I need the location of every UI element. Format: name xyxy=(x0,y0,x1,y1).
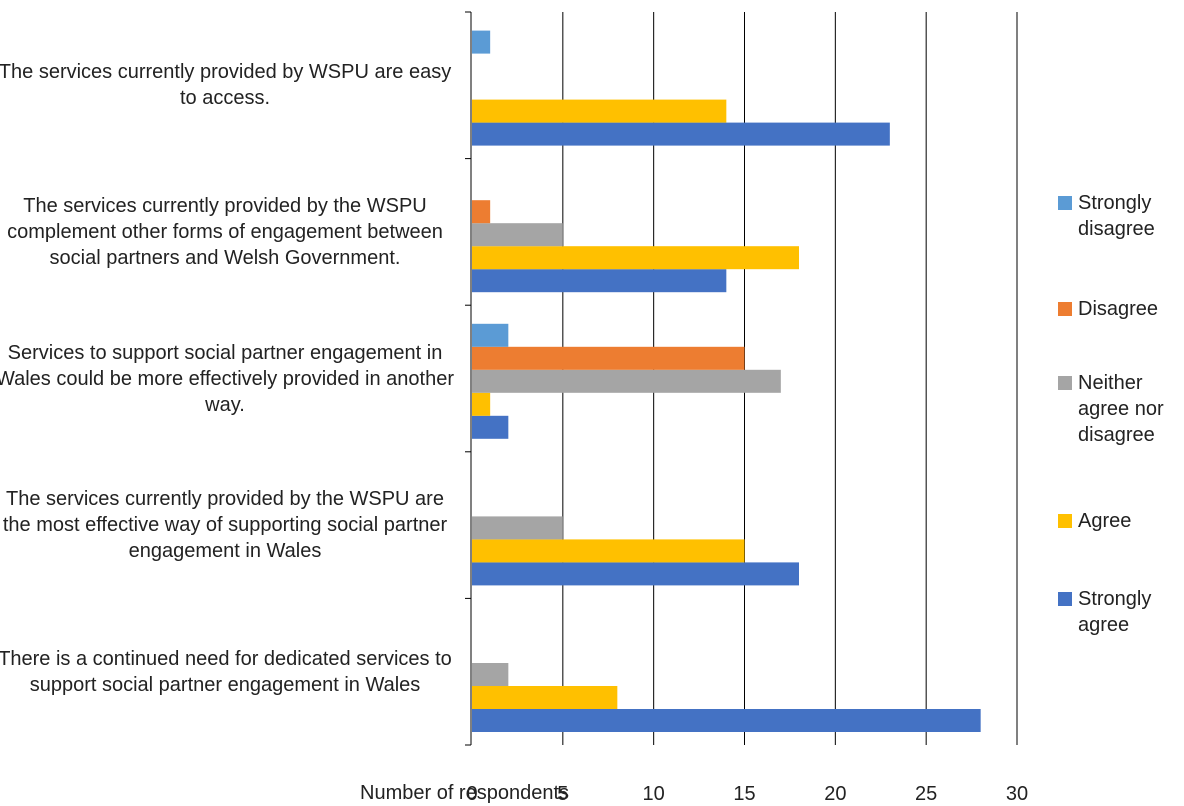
legend-label: Neither agree nor disagree xyxy=(1078,372,1164,446)
legend-swatch xyxy=(1058,196,1072,210)
bar xyxy=(472,415,509,439)
category-axis xyxy=(465,11,472,746)
x-tick-label: 30 xyxy=(1006,783,1028,805)
category-label: There is a continued need for dedicated … xyxy=(0,647,452,696)
x-axis-title: Number of respondents xyxy=(360,782,570,804)
x-tick-label: 25 xyxy=(915,783,937,805)
legend-label: Agree xyxy=(1078,510,1132,532)
legend-label: Disagree xyxy=(1078,298,1159,320)
bar xyxy=(472,122,890,146)
legend-swatch xyxy=(1058,376,1072,390)
bar xyxy=(472,99,727,123)
value-tick-labels: 0 5 10 15 20 25 30 xyxy=(466,783,1028,805)
x-tick-label: 5 xyxy=(557,783,568,805)
bar xyxy=(472,663,509,686)
bar xyxy=(472,392,491,416)
legend-swatch xyxy=(1058,302,1072,316)
bar xyxy=(472,223,563,247)
bar xyxy=(472,709,981,732)
bar xyxy=(472,323,509,347)
x-tick-label: 20 xyxy=(824,783,846,805)
bar xyxy=(472,246,799,270)
category-label: The services currently provided by the W… xyxy=(7,194,443,269)
x-tick-label: 10 xyxy=(643,783,665,805)
bar xyxy=(472,369,781,393)
category-label: The services currently provided by WSPU … xyxy=(0,61,452,110)
legend-label: Strongly agree xyxy=(1078,588,1152,636)
bar xyxy=(472,269,727,293)
legend-swatch xyxy=(1058,592,1072,606)
bar xyxy=(472,686,618,709)
bar xyxy=(472,539,745,563)
x-tick-label: 15 xyxy=(733,783,755,805)
legend-label: Strongly disagree xyxy=(1078,192,1155,240)
category-label: The services currently provided by the W… xyxy=(2,488,448,563)
bar xyxy=(472,200,491,224)
bar xyxy=(472,562,799,586)
bar xyxy=(472,516,563,540)
legend-swatch xyxy=(1058,514,1072,528)
bars xyxy=(472,30,981,732)
bar xyxy=(472,346,745,370)
x-tick-label: 0 xyxy=(466,783,477,805)
bar xyxy=(472,30,491,54)
category-label: Services to support social partner engag… xyxy=(0,341,455,416)
